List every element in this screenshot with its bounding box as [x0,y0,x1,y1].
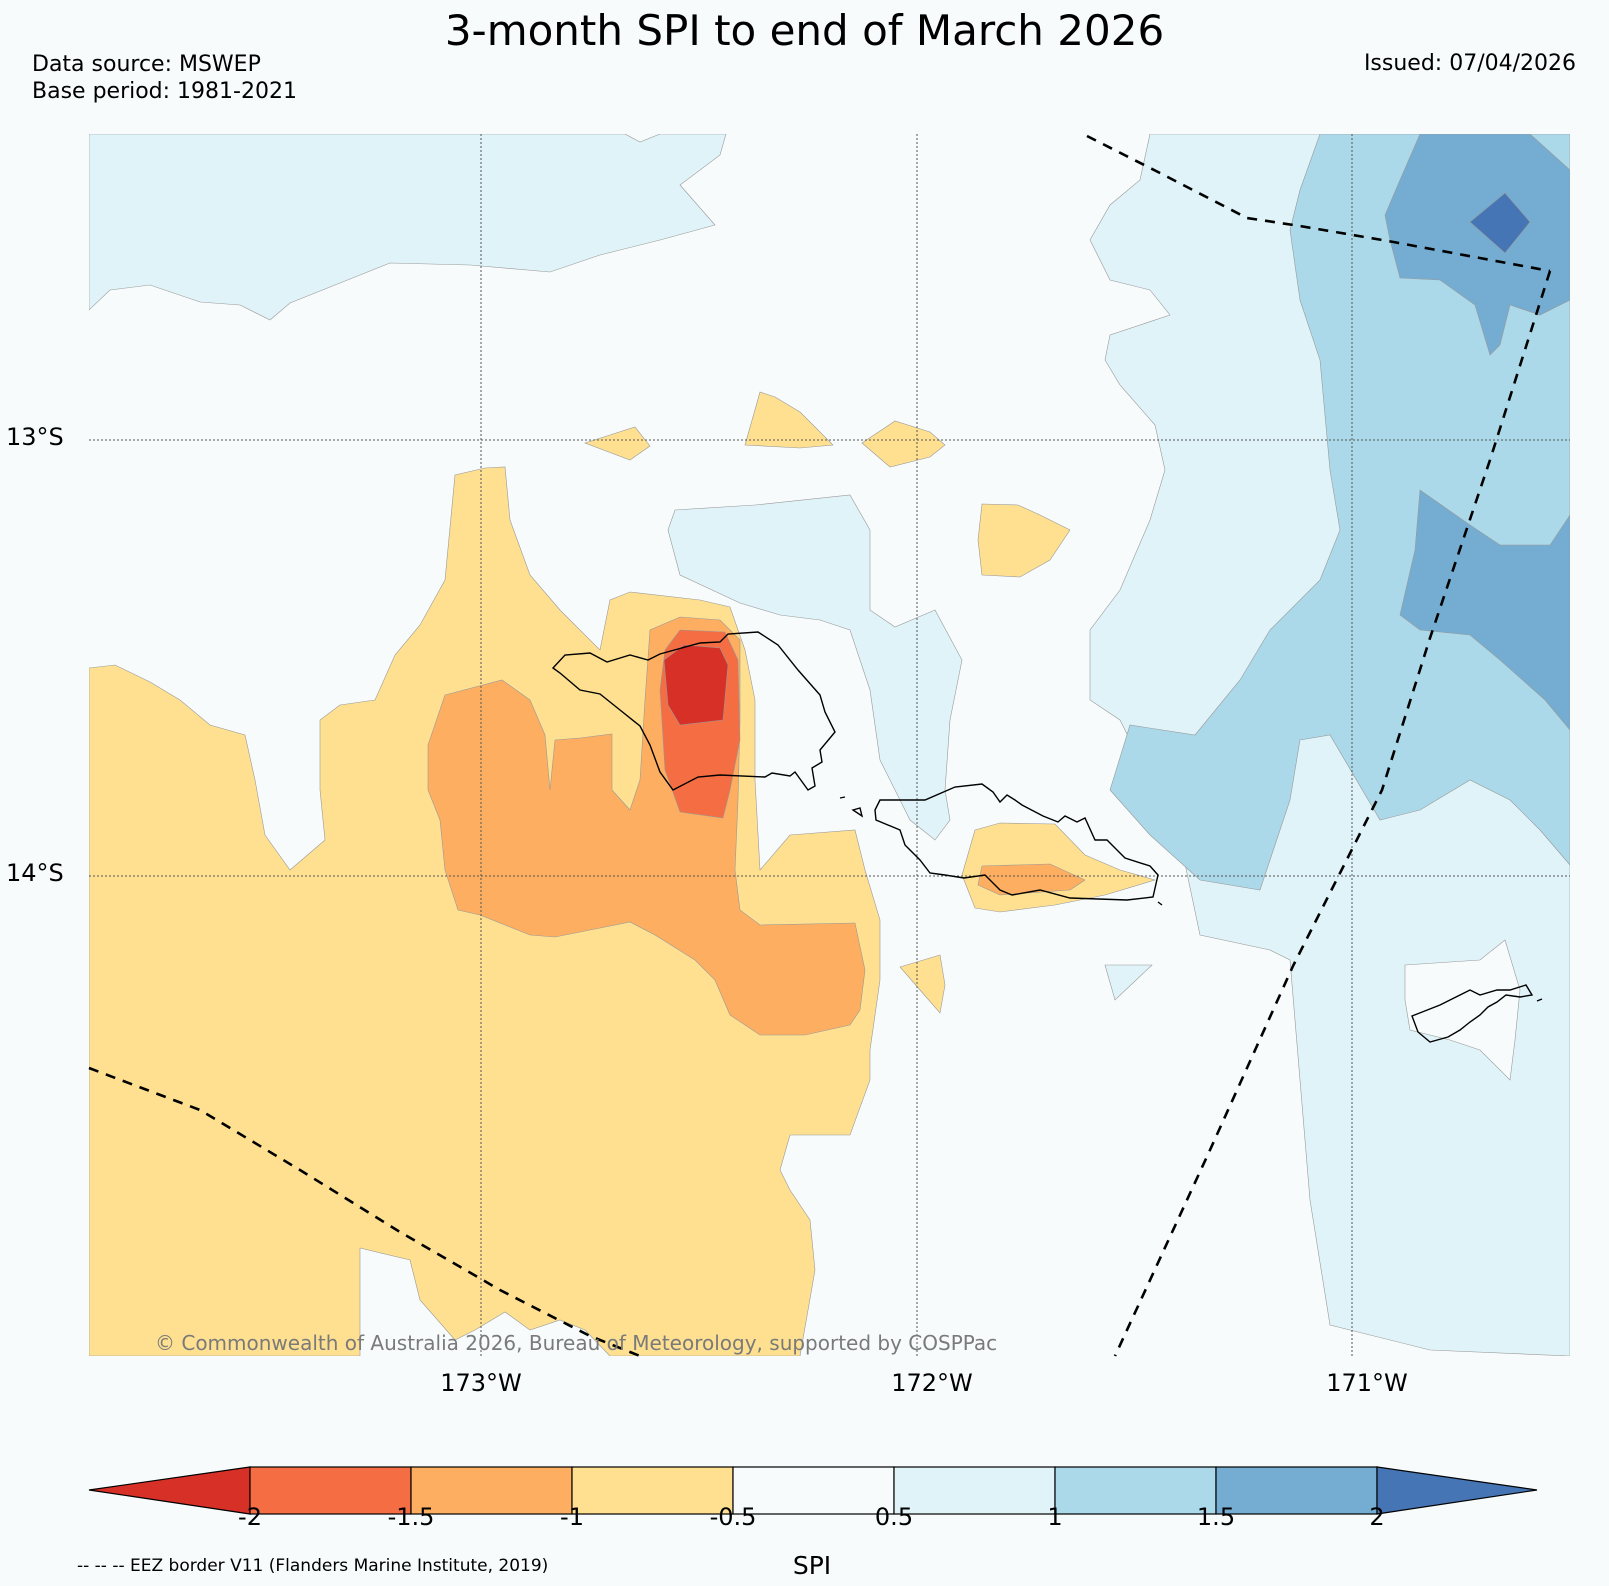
colorbar-tick-minus1: -1 [560,1503,584,1531]
contour-minus1-0-main [427,616,866,1036]
contour-2-0 [1469,192,1531,254]
colorbar-tick-minus2: -2 [238,1503,262,1531]
contour-1-0 [1109,134,1570,891]
colorbar-tick-0-5: 0.5 [874,1503,914,1531]
colorbar-segment [1054,1466,1217,1515]
colorbar-label: SPI [792,1551,832,1580]
contour-minus0-5-isle1 [584,426,651,461]
contour-minus0-5-isle3 [861,420,946,468]
lon-label-171w: 171°W [1326,1369,1408,1397]
colorbar-segment [571,1466,734,1515]
colorbar-tick-minus0-5: -0.5 [709,1503,757,1531]
contour-neutral-east [1404,939,1521,1081]
colorbar-tick-2: 2 [1369,1503,1385,1531]
colorbar-segment [732,1466,895,1515]
contour-minus0-5-isle4 [977,503,1071,578]
data-source-label: Data source: MSWEP [32,52,261,77]
page-title: 3-month SPI to end of March 2026 [444,6,1165,55]
contour-0-5-small [1104,964,1153,1001]
lon-label-172w: 172°W [891,1369,973,1397]
coastline-tutuila [1411,984,1534,1043]
coastline-manono [851,807,864,818]
eez-border-north [1086,134,1551,273]
coastline-savaii [551,631,836,791]
eez-border-east [1113,270,1552,1357]
colorbar-tick-minus1-5: -1.5 [387,1503,435,1531]
colorbar-arrow-low [88,1466,251,1515]
contour-1-5-north [1384,134,1570,356]
base-period-label: Base period: 1981-2021 [32,79,297,104]
lat-label-14s: 14°S [6,859,64,887]
data-source-info: Data source: MSWEP Base period: 1981-202… [32,51,297,105]
colorbar-tick-1: 1 [1047,1503,1063,1531]
contour-0-5-north [89,134,727,321]
colorbar-segment [249,1466,412,1515]
contour-1-5-south [1399,489,1570,731]
coastline-upolu [874,783,1159,901]
coastline-misc [839,796,1543,1002]
contour-minus0-5-isle5 [899,954,946,1014]
contour-minus0-5-isle2 [744,391,834,449]
contour-minus2-0 [663,644,729,726]
issued-date: Issued: 07/04/2026 [1363,51,1576,76]
colorbar-tick-1-5: 1.5 [1196,1503,1236,1531]
lon-label-173w: 173°W [440,1369,522,1397]
colorbar-segment [1215,1466,1378,1515]
colorbar-segment [410,1466,573,1515]
lat-label-13s: 13°S [6,423,64,451]
eez-legend-note: -- -- -- EEZ border V11 (Flanders Marine… [77,1556,549,1576]
colorbar-arrow-high [1376,1466,1538,1515]
contour-0-5-central [667,494,963,841]
colorbar-segment [893,1466,1056,1515]
contour-minus1-0-savaii [977,863,1086,896]
copyright-notice: © Commonwealth of Australia 2026, Bureau… [155,1331,998,1355]
